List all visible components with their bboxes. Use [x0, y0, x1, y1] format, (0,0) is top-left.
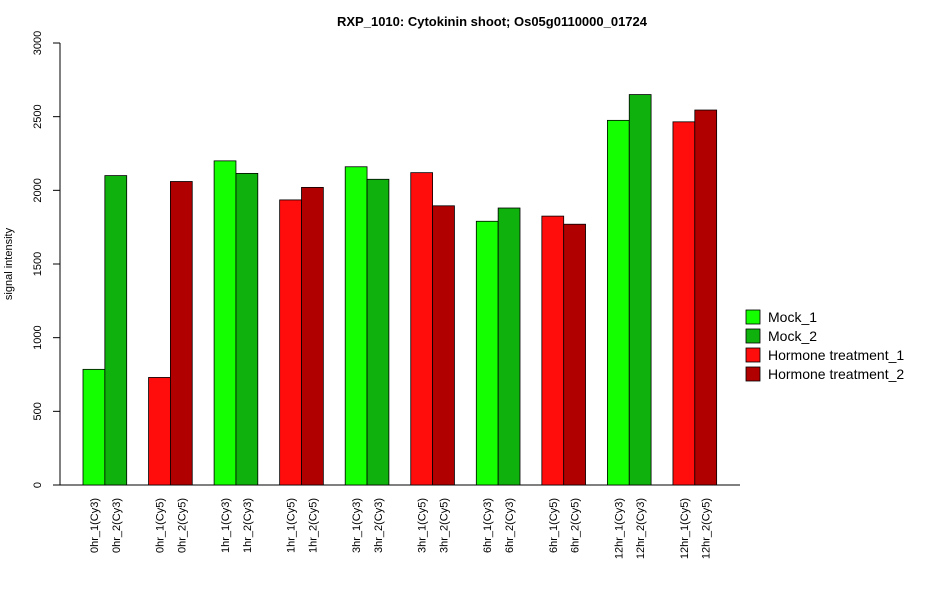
- bar: [410, 172, 434, 486]
- bar: [301, 186, 324, 486]
- bar: [672, 121, 696, 486]
- bar: [628, 94, 652, 486]
- x-tick-label: 1hr_1(Cy3): [220, 498, 232, 553]
- legend: Mock_1 Mock_2 Hormone treatment_1 Hormone t…: [745, 309, 904, 382]
- bar: [344, 166, 368, 486]
- x-tick-label: 6hr_2(Cy3): [504, 498, 516, 553]
- legend-swatch: [745, 328, 761, 344]
- y-tick-label: 2500: [32, 104, 44, 128]
- bar: [497, 207, 521, 486]
- x-tick-label: 1hr_2(Cy3): [242, 498, 254, 553]
- bar: [279, 199, 302, 486]
- x-tick-label: 6hr_1(Cy5): [548, 498, 560, 553]
- bar: [541, 215, 565, 486]
- bar: [104, 175, 128, 486]
- y-tick-label: 1000: [32, 325, 44, 349]
- x-tick-label: 3hr_2(Cy3): [373, 498, 385, 553]
- y-tick-label: 3000: [32, 31, 44, 55]
- y-tick-label: 1500: [32, 252, 44, 276]
- x-tick-label: 0hr_1(Cy5): [154, 498, 166, 553]
- bar: [432, 205, 455, 486]
- legend-label: Mock_1: [768, 309, 817, 325]
- bar: [82, 368, 106, 486]
- bar: [213, 160, 237, 486]
- y-axis-ticks: 0 500 1000 1500 2000 2500 3000: [32, 31, 60, 488]
- bar: [169, 181, 193, 486]
- bar: [148, 377, 171, 486]
- y-axis-label: signal intensity: [3, 227, 15, 300]
- legend-swatch: [745, 309, 761, 325]
- x-tick-label: 12hr_2(Cy5): [701, 498, 713, 559]
- x-tick-label: 3hr_2(Cy5): [439, 498, 451, 553]
- x-tick-label: 0hr_2(Cy3): [111, 498, 123, 553]
- x-tick-label: 3hr_1(Cy3): [351, 498, 363, 553]
- legend-swatch: [745, 347, 761, 363]
- x-tick-label: 12hr_1(Cy3): [613, 498, 625, 559]
- y-tick-label: 500: [32, 402, 44, 420]
- x-tick-label: 6hr_1(Cy3): [482, 498, 494, 553]
- x-axis-tick-labels: 0hr_1(Cy3) 0hr_2(Cy3) 0hr_1(Cy5) 0hr_2(Cy5)…: [89, 498, 713, 559]
- x-tick-label: 0hr_1(Cy3): [89, 498, 101, 553]
- y-tick-label: 0: [32, 482, 44, 488]
- bar: [563, 223, 586, 486]
- bars: [82, 94, 718, 486]
- bar: [366, 178, 390, 486]
- bar: [607, 119, 630, 486]
- bar: [694, 109, 718, 486]
- x-tick-label: 12hr_2(Cy3): [635, 498, 647, 559]
- x-tick-label: 6hr_2(Cy5): [570, 498, 582, 553]
- x-tick-label: 0hr_2(Cy5): [176, 498, 188, 553]
- bar: [475, 220, 499, 486]
- legend-swatch: [745, 366, 761, 382]
- chart-title: RXP_1010: Cytokinin shoot; Os05g0110000_…: [337, 14, 648, 29]
- bar: [235, 172, 259, 486]
- x-tick-label: 1hr_2(Cy5): [307, 498, 319, 553]
- legend-label: Hormone treatment_2: [768, 366, 904, 382]
- x-tick-label: 12hr_1(Cy5): [679, 498, 691, 559]
- legend-label: Hormone treatment_1: [768, 347, 904, 363]
- x-tick-label: 3hr_1(Cy5): [417, 498, 429, 553]
- y-tick-label: 2000: [32, 178, 44, 202]
- x-tick-label: 1hr_1(Cy5): [286, 498, 298, 553]
- legend-label: Mock_2: [768, 328, 817, 344]
